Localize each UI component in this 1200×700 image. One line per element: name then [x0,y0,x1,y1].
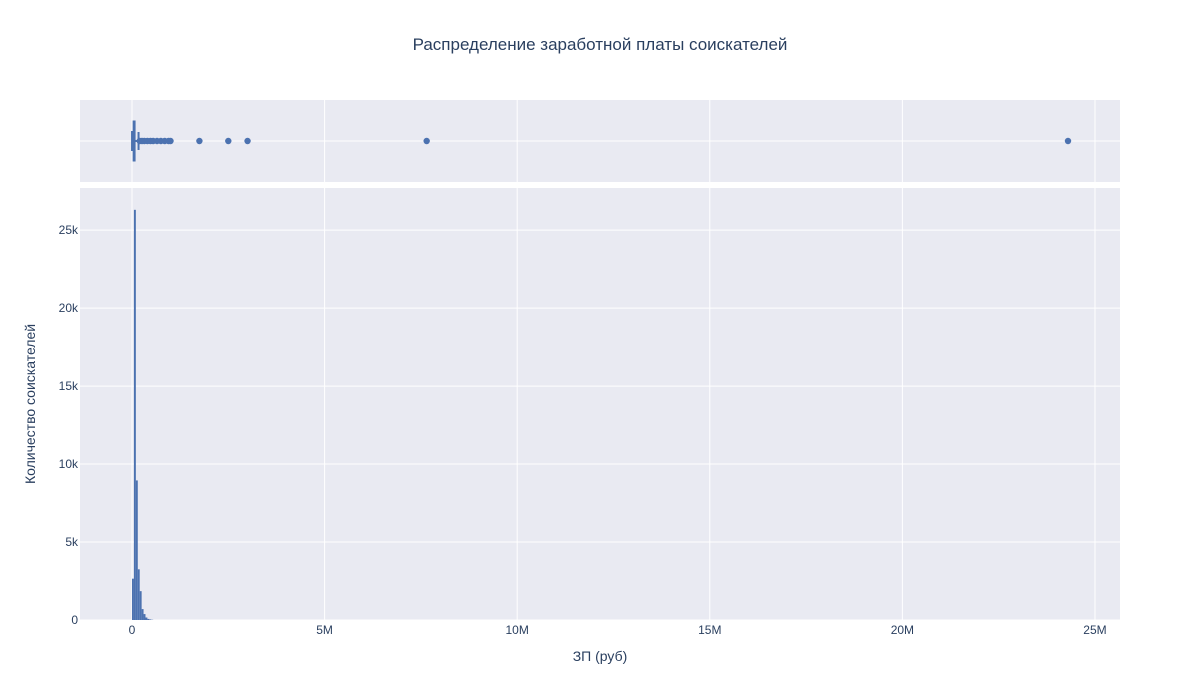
boxplot-outlier-point [1064,137,1072,145]
histogram-bars [132,209,154,621]
y-axis-ticks: 0 5k 10k 15k 20k 25k [59,223,79,627]
histogram-bar [143,614,146,620]
x-tick-label: 15M [698,623,721,637]
histogram-bar [133,209,136,621]
boxplot-outlier-point [244,137,251,145]
histogram-bar [135,480,138,620]
histogram-gridlines [80,188,1120,621]
boxplot-marks [131,120,1072,162]
histogram-bar [147,618,150,620]
boxplot-gridlines [80,100,1120,182]
boxplot-outlier-point [225,137,232,145]
boxplot-outlier-point [196,137,203,145]
x-axis-ticks: 0 5M 10M 15M 20M 25M [129,623,1107,637]
histogram-bar [149,619,152,620]
y-tick-label: 10k [59,457,79,471]
y-tick-label: 20k [59,301,79,315]
histogram-bar [145,617,148,620]
x-tick-label: 10M [506,623,529,637]
histogram-bar [132,578,134,620]
x-tick-label: 5M [316,623,333,637]
boxplot-panel [80,100,1120,182]
boxplot-outlier-point [167,137,174,145]
y-tick-label: 0 [71,613,78,627]
x-tick-label: 0 [129,623,136,637]
y-tick-label: 15k [59,379,79,393]
y-tick-label: 5k [65,535,79,549]
histogram-bar [139,591,142,620]
chart-title: Распределение заработной платы соискател… [413,35,788,54]
histogram-bar [137,569,140,620]
y-tick-label: 25k [59,223,79,237]
histogram-bar [141,609,144,620]
y-axis-title: Количество соискателей [22,324,38,484]
histogram-panel [80,188,1120,621]
histogram-plot-area [80,188,1120,620]
boxplot-outlier-point [423,137,430,145]
x-tick-label: 20M [891,623,914,637]
x-tick-label: 25M [1083,623,1106,637]
x-axis-title: ЗП (руб) [573,648,628,664]
